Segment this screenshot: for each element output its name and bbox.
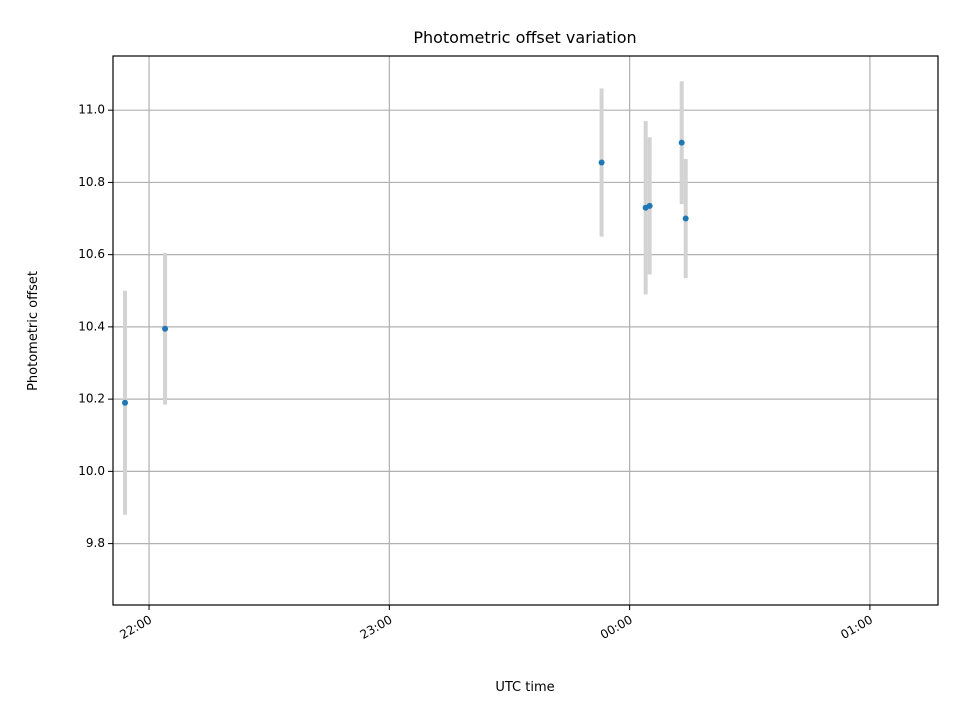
data-points xyxy=(122,139,689,406)
errorbars xyxy=(123,81,688,515)
y-tick-label: 11.0 xyxy=(78,103,105,117)
x-tick-label: 00:00 xyxy=(598,613,635,642)
y-tick-label: 9.8 xyxy=(86,536,105,550)
data-point xyxy=(682,215,689,222)
x-tick-label: 23:00 xyxy=(358,613,395,642)
plot-frame xyxy=(112,55,939,606)
data-point xyxy=(598,159,605,166)
x-tick-label: 01:00 xyxy=(838,613,875,642)
y-tick-label: 10.6 xyxy=(78,247,105,261)
y-tick-labels: 9.8 10.0 10.2 10.4 10.6 10.8 11.0 xyxy=(78,103,105,550)
y-tick-label: 10.0 xyxy=(78,464,105,478)
chart-title: Photometric offset variation xyxy=(413,28,636,47)
data-point xyxy=(678,139,685,146)
y-tick-label: 10.2 xyxy=(78,392,105,406)
y-axis-label: Photometric offset xyxy=(26,271,41,391)
data-point xyxy=(162,325,169,332)
ticks xyxy=(108,109,871,610)
data-point xyxy=(646,202,653,209)
y-tick-label: 10.8 xyxy=(78,175,105,189)
x-tick-label: 22:00 xyxy=(117,613,154,642)
data-point xyxy=(122,399,129,406)
y-tick-label: 10.4 xyxy=(78,319,105,333)
grid xyxy=(113,56,938,605)
x-axis-label: UTC time xyxy=(495,680,554,695)
